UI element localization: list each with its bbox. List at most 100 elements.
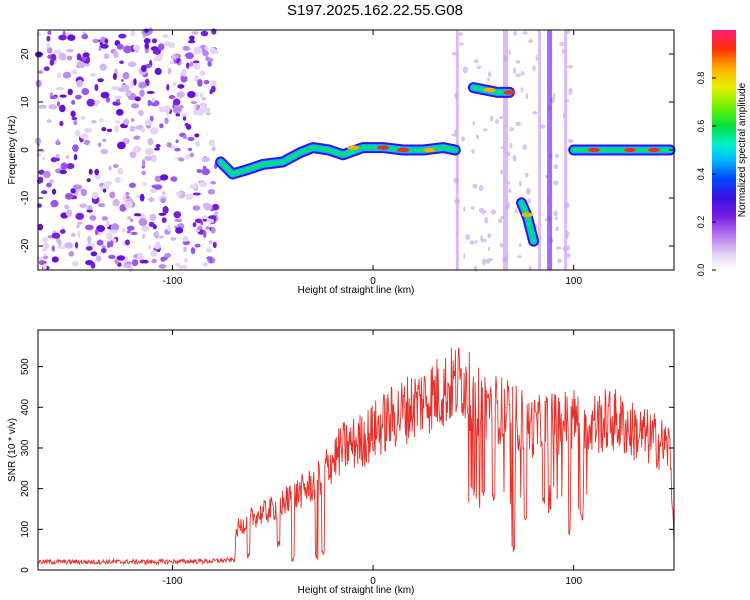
spectrogram-x-ticks: -100 0 100	[162, 30, 582, 287]
noise-speckle	[148, 221, 155, 227]
noise-speckle	[150, 154, 157, 163]
noise-speckle	[76, 79, 84, 88]
noise-speckle	[458, 42, 464, 46]
snr-y-tick-label: 300	[20, 439, 31, 456]
noise-speckle	[208, 139, 215, 147]
noise-speckle	[194, 133, 200, 138]
noise-speckle	[154, 147, 161, 151]
noise-speckle	[182, 135, 188, 140]
noise-speckle	[173, 211, 182, 219]
noise-speckle	[155, 144, 161, 148]
noise-speckle	[103, 53, 110, 60]
noise-speckle	[193, 103, 197, 112]
noise-speckle	[77, 230, 81, 238]
noise-speckle	[158, 43, 165, 51]
snr-y-label: SNR (10 * v/v)	[7, 418, 18, 482]
noise-speckle	[84, 127, 92, 133]
noise-speckle	[528, 265, 532, 271]
noise-speckle	[557, 258, 562, 264]
noise-speckle	[96, 225, 106, 232]
noise-speckle	[210, 227, 216, 234]
spectrogram-y-ticks: -20 -10 0 10 20	[20, 48, 674, 253]
noise-speckle	[175, 227, 184, 234]
noise-speckle	[527, 198, 532, 204]
noise-speckle	[167, 67, 172, 75]
noise-speckle	[55, 153, 60, 159]
noise-speckle	[206, 107, 211, 114]
noise-speckle	[112, 199, 120, 207]
noise-speckle	[190, 38, 195, 42]
snr-y-tick-label: 0	[20, 567, 31, 573]
colorbar-ticks: 0.0 0.2 0.4 0.6 0.8	[696, 72, 716, 276]
noise-speckle	[189, 184, 198, 190]
noise-speckle	[460, 136, 465, 142]
noise-speckle	[113, 164, 119, 168]
noise-speckle	[207, 61, 212, 67]
noise-speckle	[99, 63, 107, 71]
noise-speckle	[133, 135, 141, 140]
noise-speckle	[515, 121, 521, 127]
noise-speckle	[116, 108, 124, 116]
noise-speckle	[60, 229, 66, 234]
noise-speckle	[148, 245, 152, 250]
noise-speckle	[59, 94, 67, 98]
snr-x-tick-label: 100	[565, 576, 582, 587]
noise-speckle	[553, 92, 556, 100]
noise-speckle	[463, 206, 466, 212]
noise-speckle	[513, 67, 516, 74]
noise-speckle	[515, 60, 521, 64]
noise-speckle	[489, 115, 494, 122]
noise-speckle	[64, 193, 74, 200]
noise-speckle	[566, 245, 571, 251]
noise-speckle	[90, 261, 96, 269]
noise-speckle	[114, 258, 119, 264]
noise-speckle	[46, 182, 52, 188]
noise-speckle	[170, 237, 177, 241]
noise-speckle	[202, 230, 207, 239]
noise-speckle	[106, 220, 110, 228]
noise-speckle	[486, 258, 491, 264]
noise-speckle	[472, 121, 475, 126]
noise-speckle	[554, 216, 558, 221]
noise-speckle	[147, 99, 152, 107]
noise-speckle	[567, 138, 574, 144]
noise-speckle	[151, 258, 157, 264]
noise-speckle	[110, 240, 114, 248]
noise-speckle	[138, 110, 144, 116]
noise-speckle	[168, 42, 175, 49]
noise-speckle	[153, 231, 160, 238]
spec-y-tick-label: -10	[20, 190, 31, 205]
noise-speckle	[166, 84, 170, 91]
noise-speckle	[211, 28, 217, 35]
noise-speckle	[151, 97, 156, 103]
snr-y-tick-label: 200	[20, 480, 31, 497]
noise-speckle	[522, 31, 528, 35]
noise-speckle	[192, 192, 201, 196]
signal-trace-band	[519, 201, 536, 243]
noise-speckle	[568, 88, 573, 96]
noise-speckle	[79, 133, 89, 140]
noise-speckle	[142, 182, 147, 187]
noise-speckle	[532, 65, 536, 72]
noise-speckle	[204, 46, 209, 50]
noise-speckle	[92, 38, 99, 44]
noise-speckle	[508, 188, 512, 193]
noise-speckle	[65, 209, 73, 218]
noise-speckle	[102, 188, 107, 193]
noise-speckle	[134, 96, 141, 102]
noise-speckle	[122, 194, 127, 202]
noise-speckle	[201, 157, 210, 162]
noise-speckle	[129, 125, 136, 132]
noise-speckle	[37, 176, 44, 184]
noise-speckle	[170, 176, 178, 182]
noise-speckle	[487, 233, 492, 239]
noise-speckle	[138, 81, 147, 89]
noise-speckle	[76, 224, 80, 229]
noise-speckle	[130, 231, 138, 236]
noise-speckle	[509, 143, 513, 149]
noise-speckle	[94, 168, 99, 176]
noise-speckle	[195, 140, 201, 147]
noise-speckle	[199, 93, 203, 98]
noise-speckle	[146, 91, 155, 94]
